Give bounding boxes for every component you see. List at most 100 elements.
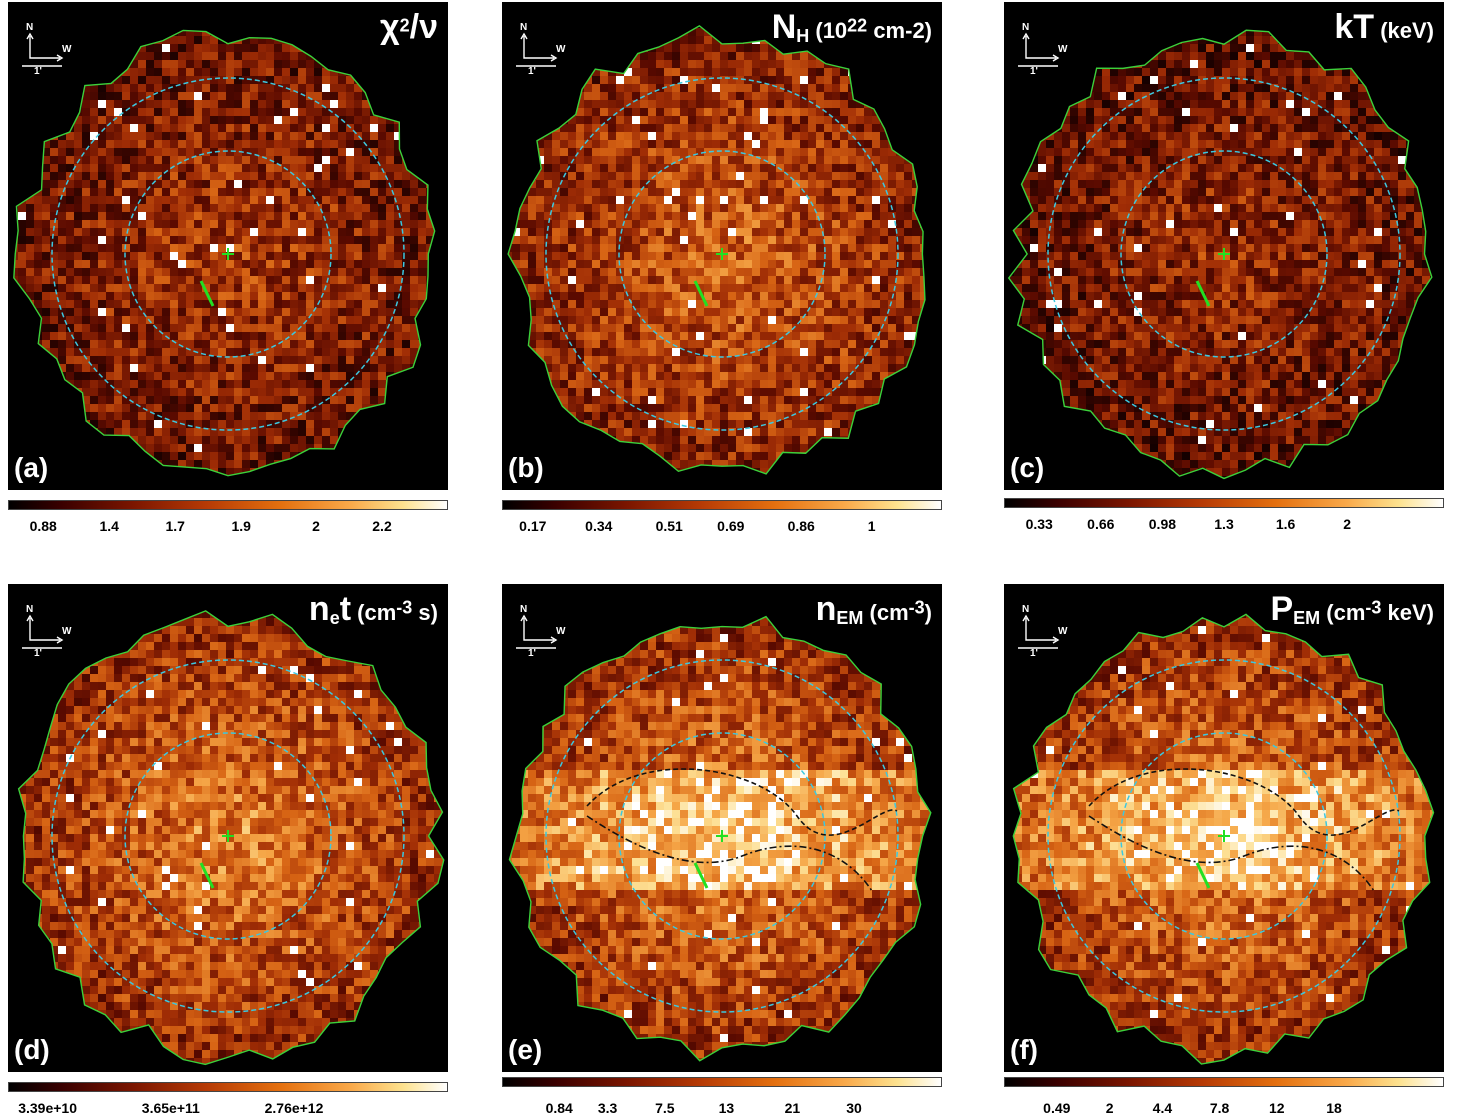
contour-line xyxy=(13,29,436,477)
unit-tail: keV) xyxy=(1381,600,1434,625)
compass-west: W xyxy=(62,44,72,55)
map-image xyxy=(508,615,932,1062)
center-marker xyxy=(1218,830,1230,842)
colorbar-tick-label: 0.88 xyxy=(29,518,57,534)
map-image xyxy=(507,25,926,475)
colorbar-tick-label: 21 xyxy=(784,1100,801,1116)
compass: N W 1' xyxy=(22,604,72,674)
compass: N W 1' xyxy=(516,22,566,92)
scale-label: 1' xyxy=(34,66,42,77)
panel-label: (a) xyxy=(14,452,49,483)
colorbar-tick-label: 1.4 xyxy=(99,518,119,534)
outer-circle xyxy=(51,659,405,1013)
colorbar xyxy=(8,1082,448,1092)
inner-circle xyxy=(618,150,826,358)
title-symbol: N xyxy=(771,8,797,46)
colorbar-tick-label: 0.34 xyxy=(585,518,613,534)
colorbar-tick-label: 7.8 xyxy=(1209,1100,1230,1116)
spectral-map: N W 1' nEM (cm-3) (e) xyxy=(502,584,942,1072)
inner-circle xyxy=(618,732,826,940)
colorbar-tick-label: 1.3 xyxy=(1214,516,1234,532)
contour-line xyxy=(1012,613,1435,1065)
unit-superscript: -3 xyxy=(908,597,925,618)
colorbar-tick-label: 2.76e+12 xyxy=(264,1100,324,1116)
spectral-map: N W 1' net (cm-3 s) (d) xyxy=(8,584,448,1072)
colorbar-tick-label: 7.5 xyxy=(655,1100,675,1116)
colorbar-tick-label: 2 xyxy=(1343,516,1352,532)
scale-label: 1' xyxy=(1030,648,1038,659)
unit-tail: ) xyxy=(924,600,932,625)
panel-label: (e) xyxy=(508,1034,543,1065)
center-marker xyxy=(222,248,234,260)
spectral-map: N W 1' PEM (cm-3 keV) (f) xyxy=(1004,584,1444,1072)
map-image xyxy=(13,29,436,477)
colorbar-ticks: 0.88 1.4 1.7 1.9 2 2.2 xyxy=(8,518,448,536)
panel-title: net (cm-3 s) xyxy=(309,590,438,629)
title-unit: (cm xyxy=(1320,600,1366,625)
colorbar xyxy=(1004,498,1444,508)
colorbar-ticks: 0.17 0.34 0.51 0.69 0.86 1 xyxy=(502,518,942,536)
scale-label: 1' xyxy=(528,66,536,77)
compass: N W 1' xyxy=(22,22,72,92)
colorbar-tick-label: 3.39e+10 xyxy=(18,1100,77,1116)
colorbar-tick-label: 0.17 xyxy=(519,518,547,534)
title-unit: (cm xyxy=(863,600,909,625)
compass-arrows-icon xyxy=(516,32,558,67)
green-arrow xyxy=(693,280,709,307)
compass-arrows-icon xyxy=(1018,32,1060,67)
panel-title: NH (1022 cm-2) xyxy=(772,8,932,47)
title-symbol: n xyxy=(815,590,837,628)
outer-circle xyxy=(1047,659,1401,1013)
center-marker xyxy=(716,248,728,260)
inner-circle xyxy=(124,732,332,940)
contour-line xyxy=(17,610,445,1066)
outer-circle xyxy=(545,77,899,431)
panel-label: (f) xyxy=(1010,1034,1038,1065)
unit-superscript: -3 xyxy=(396,597,413,618)
compass-arrows-icon xyxy=(1018,614,1060,649)
compass-west: W xyxy=(62,626,72,637)
colorbar-tick-label: 13 xyxy=(718,1100,735,1116)
colorbar-tick-label: 3.3 xyxy=(597,1100,618,1116)
scale-label: 1' xyxy=(1030,66,1038,77)
colorbar-tick-label: 0.98 xyxy=(1148,516,1177,532)
map-image xyxy=(17,610,445,1066)
contour-line xyxy=(508,615,932,1062)
colorbar-tick-label: 1.7 xyxy=(165,518,185,534)
title-tail: t xyxy=(339,590,352,628)
colorbar-tick-label: 12 xyxy=(1269,1100,1285,1116)
colorbar-tick-label: 0.69 xyxy=(717,518,745,534)
outer-circle xyxy=(545,659,899,1013)
title-symbol: kT xyxy=(1334,8,1375,46)
contour-line xyxy=(1007,29,1433,480)
colorbar xyxy=(502,1077,942,1087)
compass-north: N xyxy=(1022,604,1030,615)
compass-north: N xyxy=(1022,22,1030,33)
outer-circle xyxy=(51,77,405,431)
title-tail: /ν xyxy=(409,8,438,46)
center-marker xyxy=(222,830,234,842)
colorbar-ticks: 0.49 2 4.4 7.8 12 18 xyxy=(1004,1100,1444,1118)
center-marker xyxy=(716,830,728,842)
inner-circle xyxy=(1120,150,1328,358)
colorbar-tick-label: 2 xyxy=(312,518,320,534)
spectral-map: N W 1' kT (keV) (c) xyxy=(1004,2,1444,490)
colorbar xyxy=(8,500,448,510)
green-arrow xyxy=(1195,862,1211,889)
title-superscript: 2 xyxy=(399,15,410,36)
panel-label: (d) xyxy=(14,1034,50,1065)
title-unit: (keV) xyxy=(1374,18,1434,43)
title-unit: (cm xyxy=(351,600,397,625)
title-symbol: χ xyxy=(380,8,400,46)
compass-west: W xyxy=(556,44,566,55)
compass-north: N xyxy=(26,22,34,33)
scale-label: 1' xyxy=(528,648,536,659)
colorbar-tick-label: 3.65e+11 xyxy=(141,1100,200,1116)
scale-label: 1' xyxy=(34,648,42,659)
colorbar-tick-label: 1 xyxy=(867,518,876,534)
colorbar-tick-label: 0.51 xyxy=(655,518,683,534)
colorbar-tick-label: 0.84 xyxy=(545,1100,573,1116)
title-symbol: P xyxy=(1270,590,1294,628)
title-subscript: EM xyxy=(836,608,864,629)
colorbar-tick-label: 0.86 xyxy=(787,518,815,534)
